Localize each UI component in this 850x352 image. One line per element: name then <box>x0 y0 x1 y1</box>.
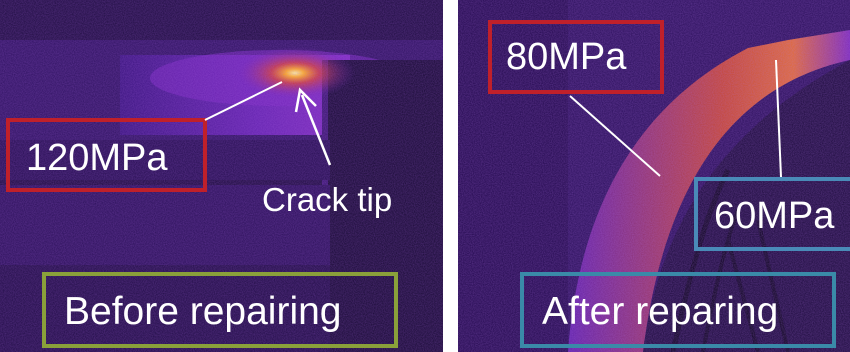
after-repairing-caption: After reparing <box>542 290 779 333</box>
stress-label-120mpa: 120MPa <box>26 137 168 179</box>
thermal-image-before <box>0 0 443 352</box>
crack-tip-label: Crack tip <box>262 181 393 218</box>
after-caption-box <box>520 272 836 348</box>
before-caption-box <box>42 272 398 348</box>
stress-label-80mpa: 80MPa <box>506 36 627 78</box>
stress-box-120mpa <box>6 118 207 192</box>
stress-box-60mpa <box>694 177 850 251</box>
before-repairing-caption: Before repairing <box>64 290 342 333</box>
stress-label-60mpa: 60MPa <box>714 195 835 237</box>
stress-box-80mpa <box>488 20 664 94</box>
before-repair-thermal-image: 120MPa Crack tip Before repairing <box>0 0 443 352</box>
after-repair-thermal-image: 80MPa 60MPa After reparing <box>458 0 850 352</box>
